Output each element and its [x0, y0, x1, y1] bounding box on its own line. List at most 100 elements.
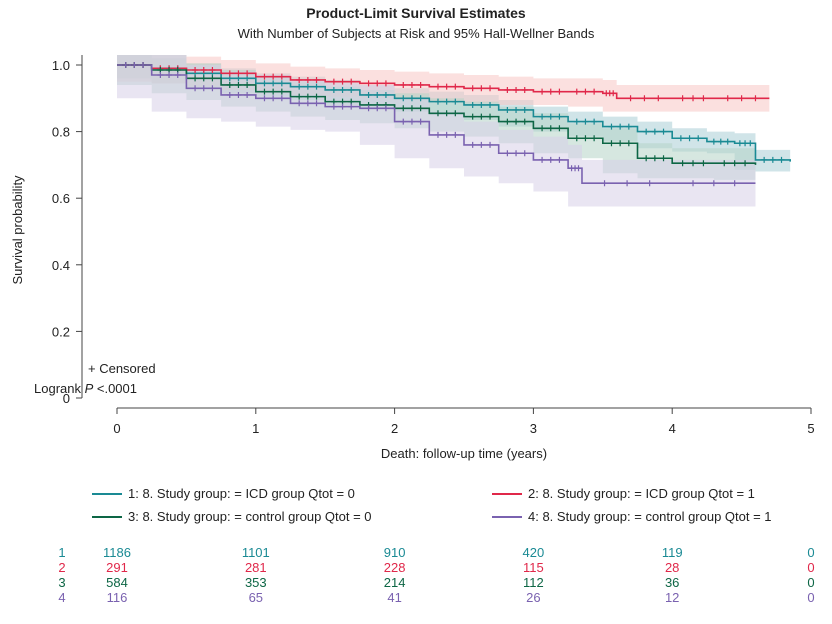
chart-subtitle: With Number of Subjects at Risk and 95% … [238, 26, 595, 41]
censor-mark-1 [710, 138, 717, 145]
censor-mark-2 [690, 95, 697, 102]
censor-mark-3 [417, 105, 424, 112]
at-risk-value: 420 [523, 545, 545, 560]
axes [81, 55, 811, 409]
at-risk-value: 1186 [103, 545, 131, 560]
censor-mark-4 [200, 85, 207, 92]
censor-mark-1 [695, 135, 702, 142]
censor-mark-3 [487, 113, 494, 120]
censor-mark-1 [547, 113, 554, 120]
censor-mark-2 [400, 81, 407, 88]
censor-marks [122, 62, 785, 187]
censor-mark-1 [270, 80, 277, 87]
censor-mark-4 [382, 105, 389, 112]
y-tick-label: 0.4 [52, 258, 70, 273]
y-tick-label: 0.2 [52, 324, 70, 339]
censor-mark-3 [261, 88, 268, 95]
x-tick-label: 0 [113, 421, 120, 436]
censor-mark-3 [408, 105, 415, 112]
censor-mark-4 [157, 71, 164, 78]
censor-mark-1 [660, 128, 667, 135]
censor-mark-1 [513, 106, 520, 113]
censor-mark-3 [504, 118, 511, 125]
censor-mark-1 [717, 138, 724, 145]
censor-mark-2 [724, 95, 731, 102]
survival-curve-4 [117, 64, 756, 185]
censor-mark-2 [417, 81, 424, 88]
censor-mark-4 [452, 131, 459, 138]
censor-mark-4 [690, 180, 697, 187]
at-risk-value: 116 [107, 590, 128, 605]
censor-mark-3 [192, 75, 199, 82]
censor-mark-1 [736, 140, 743, 147]
censor-mark-2 [296, 76, 303, 83]
censor-mark-2 [752, 95, 759, 102]
at-risk-value: 228 [384, 560, 406, 575]
censor-mark-3 [443, 110, 450, 117]
censor-mark-1 [313, 83, 320, 90]
at-risk-group-id: 3 [58, 575, 65, 590]
censor-mark-4 [478, 141, 485, 148]
survival-curve-3 [117, 64, 757, 165]
censor-mark-4 [166, 71, 173, 78]
at-risk-group-id: 2 [58, 560, 65, 575]
censor-mark-2 [539, 88, 546, 95]
censor-mark-3 [304, 93, 311, 100]
at-risk-value: 65 [249, 590, 263, 605]
censor-mark-1 [761, 156, 768, 163]
censor-mark-1 [724, 138, 731, 145]
at-risk-value: 28 [665, 560, 679, 575]
censor-mark-3 [235, 81, 242, 88]
censor-mark-3 [513, 118, 520, 125]
censor-mark-2 [469, 85, 476, 92]
censor-mark-2 [365, 80, 372, 87]
at-risk-value: 0 [807, 575, 814, 590]
censor-mark-2 [679, 95, 686, 102]
legend-label-3: 3: 8. Study group: = control group Qtot … [128, 509, 372, 524]
censor-mark-3 [582, 135, 589, 142]
at-risk-value: 584 [106, 575, 128, 590]
censor-mark-4 [521, 150, 528, 157]
censor-mark-3 [278, 88, 285, 95]
censor-mark-3 [478, 113, 485, 120]
legend: 1: 8. Study group: = ICD group Qtot = 0 2… [92, 486, 772, 524]
censor-mark-3 [296, 93, 303, 100]
x-axis-label: Death: follow-up time (years) [381, 446, 547, 461]
censor-mark-2 [374, 80, 381, 87]
censor-mark-3 [700, 160, 707, 167]
censor-mark-2 [627, 95, 634, 102]
censor-mark-2 [641, 95, 648, 102]
censor-mark-2 [235, 70, 242, 77]
censor-mark-4 [348, 103, 355, 110]
censor-mark-1 [382, 91, 389, 98]
censor-mark-1 [261, 80, 268, 87]
censor-mark-4 [408, 118, 415, 125]
at-risk-value: 0 [807, 560, 814, 575]
censor-mark-3 [452, 110, 459, 117]
censor-mark-3 [434, 110, 441, 117]
logrank-label: Logrank P <.0001 [34, 381, 137, 396]
confidence-band-4 [117, 55, 756, 207]
at-risk-value: 0 [807, 545, 814, 560]
censor-mark-2 [209, 66, 216, 73]
x-tick-label: 2 [391, 421, 398, 436]
censor-mark-4 [261, 95, 268, 102]
censor-mark-4 [624, 180, 631, 187]
censor-mark-1 [339, 86, 346, 93]
censor-mark-4 [296, 100, 303, 107]
censor-mark-4 [469, 141, 476, 148]
censor-mark-2 [487, 85, 494, 92]
censor-mark-2 [192, 66, 199, 73]
censor-mark-1 [677, 135, 684, 142]
censor-mark-3 [270, 88, 277, 95]
censor-mark-1 [296, 83, 303, 90]
y-tick-label: 1.0 [52, 58, 70, 73]
y-tick-label: 0.8 [52, 125, 70, 140]
censor-mark-4 [313, 100, 320, 107]
survival-curve-2 [117, 64, 770, 100]
censor-mark-4 [365, 105, 372, 112]
censor-mark-4 [513, 150, 520, 157]
censor-mark-4 [575, 165, 582, 172]
censor-mark-1 [591, 118, 598, 125]
censor-mark-3 [690, 160, 697, 167]
